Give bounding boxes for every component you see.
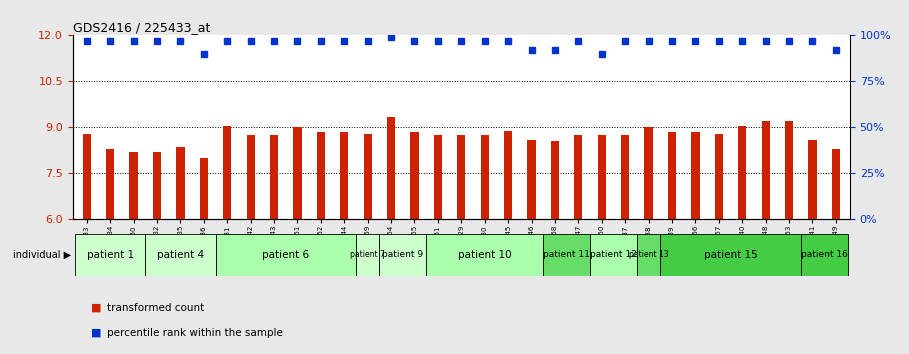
Bar <box>644 127 653 219</box>
Text: patient 15: patient 15 <box>704 250 757 260</box>
Text: patient 11: patient 11 <box>544 250 590 259</box>
Bar <box>481 135 489 219</box>
Bar <box>668 132 676 219</box>
Text: patient 6: patient 6 <box>262 250 309 260</box>
Bar <box>83 133 91 219</box>
Bar <box>762 121 770 219</box>
Text: individual ▶: individual ▶ <box>14 250 72 260</box>
Bar <box>544 234 590 276</box>
Bar <box>153 152 161 219</box>
Bar <box>410 132 419 219</box>
Bar <box>590 234 637 276</box>
Bar <box>176 147 185 219</box>
Text: patient 4: patient 4 <box>157 250 204 260</box>
Bar <box>457 135 465 219</box>
Bar <box>223 126 231 219</box>
Bar <box>660 234 801 276</box>
Bar <box>200 158 208 219</box>
Bar <box>246 135 255 219</box>
Text: transformed count: transformed count <box>107 303 205 313</box>
Bar <box>504 131 513 219</box>
Bar <box>434 135 442 219</box>
Bar <box>692 132 700 219</box>
Text: patient 10: patient 10 <box>458 250 512 260</box>
Text: patient 13: patient 13 <box>629 250 668 259</box>
Text: patient 7: patient 7 <box>350 250 385 259</box>
Bar <box>129 152 137 219</box>
Bar <box>387 117 395 219</box>
Bar <box>75 234 145 276</box>
Bar <box>551 141 559 219</box>
Bar <box>808 140 816 219</box>
Bar <box>598 135 606 219</box>
Text: patient 1: patient 1 <box>86 250 134 260</box>
Text: patient 16: patient 16 <box>801 250 847 259</box>
Bar <box>785 121 794 219</box>
Text: ■: ■ <box>91 328 102 338</box>
Bar <box>714 133 723 219</box>
Bar <box>801 234 847 276</box>
Text: GDS2416 / 225433_at: GDS2416 / 225433_at <box>73 21 210 34</box>
Text: ■: ■ <box>91 303 102 313</box>
Bar <box>340 132 348 219</box>
Bar <box>145 234 215 276</box>
Bar <box>379 234 426 276</box>
Bar <box>637 234 660 276</box>
Bar <box>270 135 278 219</box>
Bar <box>316 132 325 219</box>
Text: patient 12: patient 12 <box>590 250 637 259</box>
Bar <box>738 126 746 219</box>
Bar <box>106 149 115 219</box>
Text: percentile rank within the sample: percentile rank within the sample <box>107 328 283 338</box>
Text: patient 9: patient 9 <box>382 250 424 259</box>
Bar <box>426 234 544 276</box>
Bar <box>832 149 840 219</box>
Bar <box>621 135 629 219</box>
Bar <box>364 133 372 219</box>
Bar <box>574 135 583 219</box>
Bar <box>356 234 379 276</box>
Bar <box>294 127 302 219</box>
Bar <box>527 140 535 219</box>
Bar <box>215 234 356 276</box>
